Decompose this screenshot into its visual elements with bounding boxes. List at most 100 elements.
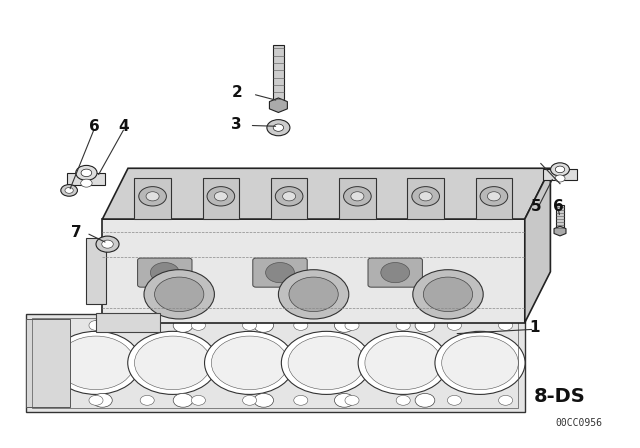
Circle shape: [266, 263, 294, 283]
Circle shape: [335, 393, 354, 407]
FancyBboxPatch shape: [556, 205, 564, 229]
Circle shape: [93, 319, 112, 332]
Circle shape: [358, 332, 448, 394]
Circle shape: [140, 320, 154, 330]
Polygon shape: [525, 168, 550, 323]
Circle shape: [81, 169, 92, 177]
Circle shape: [413, 270, 483, 319]
Circle shape: [294, 396, 308, 405]
Text: 2: 2: [232, 85, 242, 100]
Polygon shape: [102, 168, 550, 219]
Circle shape: [214, 192, 227, 201]
Circle shape: [89, 396, 103, 405]
Circle shape: [144, 270, 214, 319]
Circle shape: [381, 263, 410, 283]
Circle shape: [140, 396, 154, 405]
Text: 1: 1: [529, 320, 540, 336]
Circle shape: [76, 165, 97, 181]
Circle shape: [173, 319, 193, 332]
FancyBboxPatch shape: [273, 45, 284, 103]
Circle shape: [38, 320, 52, 330]
Circle shape: [81, 179, 92, 187]
Circle shape: [275, 187, 303, 206]
Circle shape: [499, 396, 513, 405]
Polygon shape: [269, 98, 287, 112]
FancyBboxPatch shape: [138, 258, 192, 287]
Text: 6: 6: [553, 198, 563, 214]
FancyBboxPatch shape: [203, 178, 239, 219]
Circle shape: [288, 336, 365, 390]
Circle shape: [424, 277, 472, 312]
Polygon shape: [26, 319, 70, 407]
Text: 5: 5: [531, 198, 541, 214]
Circle shape: [205, 332, 294, 394]
FancyBboxPatch shape: [271, 178, 307, 219]
Circle shape: [207, 187, 235, 206]
Circle shape: [89, 320, 103, 330]
Circle shape: [435, 332, 525, 394]
FancyBboxPatch shape: [253, 258, 307, 287]
FancyBboxPatch shape: [476, 178, 512, 219]
Polygon shape: [96, 313, 160, 332]
FancyBboxPatch shape: [67, 173, 106, 185]
FancyBboxPatch shape: [26, 314, 525, 412]
Circle shape: [396, 320, 410, 330]
Circle shape: [102, 240, 113, 248]
FancyBboxPatch shape: [543, 169, 577, 180]
Circle shape: [480, 187, 508, 206]
Circle shape: [442, 336, 518, 390]
Circle shape: [335, 319, 354, 332]
Circle shape: [51, 332, 141, 394]
Circle shape: [345, 396, 359, 405]
Circle shape: [139, 187, 166, 206]
Circle shape: [556, 166, 564, 172]
Circle shape: [294, 320, 308, 330]
Text: 00CC0956: 00CC0956: [556, 418, 603, 428]
Circle shape: [134, 336, 211, 390]
Circle shape: [278, 270, 349, 319]
Circle shape: [419, 192, 432, 201]
Circle shape: [254, 319, 273, 332]
Circle shape: [173, 393, 193, 407]
Circle shape: [58, 336, 134, 390]
Circle shape: [415, 393, 435, 407]
Circle shape: [499, 320, 513, 330]
Circle shape: [155, 277, 204, 312]
Circle shape: [65, 188, 73, 194]
Text: 4: 4: [118, 119, 129, 134]
Circle shape: [267, 120, 290, 136]
Circle shape: [396, 396, 410, 405]
FancyBboxPatch shape: [86, 238, 106, 304]
Circle shape: [254, 393, 273, 407]
Circle shape: [191, 320, 205, 330]
Circle shape: [282, 332, 371, 394]
Text: 3: 3: [232, 117, 242, 132]
Circle shape: [351, 192, 364, 201]
Circle shape: [191, 396, 205, 405]
Circle shape: [447, 396, 461, 405]
Circle shape: [38, 396, 52, 405]
Circle shape: [488, 192, 500, 201]
Circle shape: [365, 336, 442, 390]
Circle shape: [243, 320, 257, 330]
Circle shape: [146, 192, 159, 201]
FancyBboxPatch shape: [134, 178, 171, 219]
Circle shape: [283, 192, 296, 201]
Circle shape: [345, 320, 359, 330]
Circle shape: [550, 163, 570, 176]
FancyBboxPatch shape: [408, 178, 444, 219]
Circle shape: [555, 175, 565, 182]
Circle shape: [93, 393, 112, 407]
FancyBboxPatch shape: [339, 178, 376, 219]
Circle shape: [211, 336, 288, 390]
Circle shape: [150, 263, 179, 283]
Circle shape: [344, 187, 371, 206]
Circle shape: [273, 124, 284, 131]
Circle shape: [415, 319, 435, 332]
Text: 7: 7: [72, 224, 82, 240]
FancyBboxPatch shape: [102, 219, 525, 323]
FancyBboxPatch shape: [368, 258, 422, 287]
Text: 8-DS: 8-DS: [534, 387, 586, 406]
Text: 6: 6: [90, 119, 100, 134]
Circle shape: [128, 332, 218, 394]
